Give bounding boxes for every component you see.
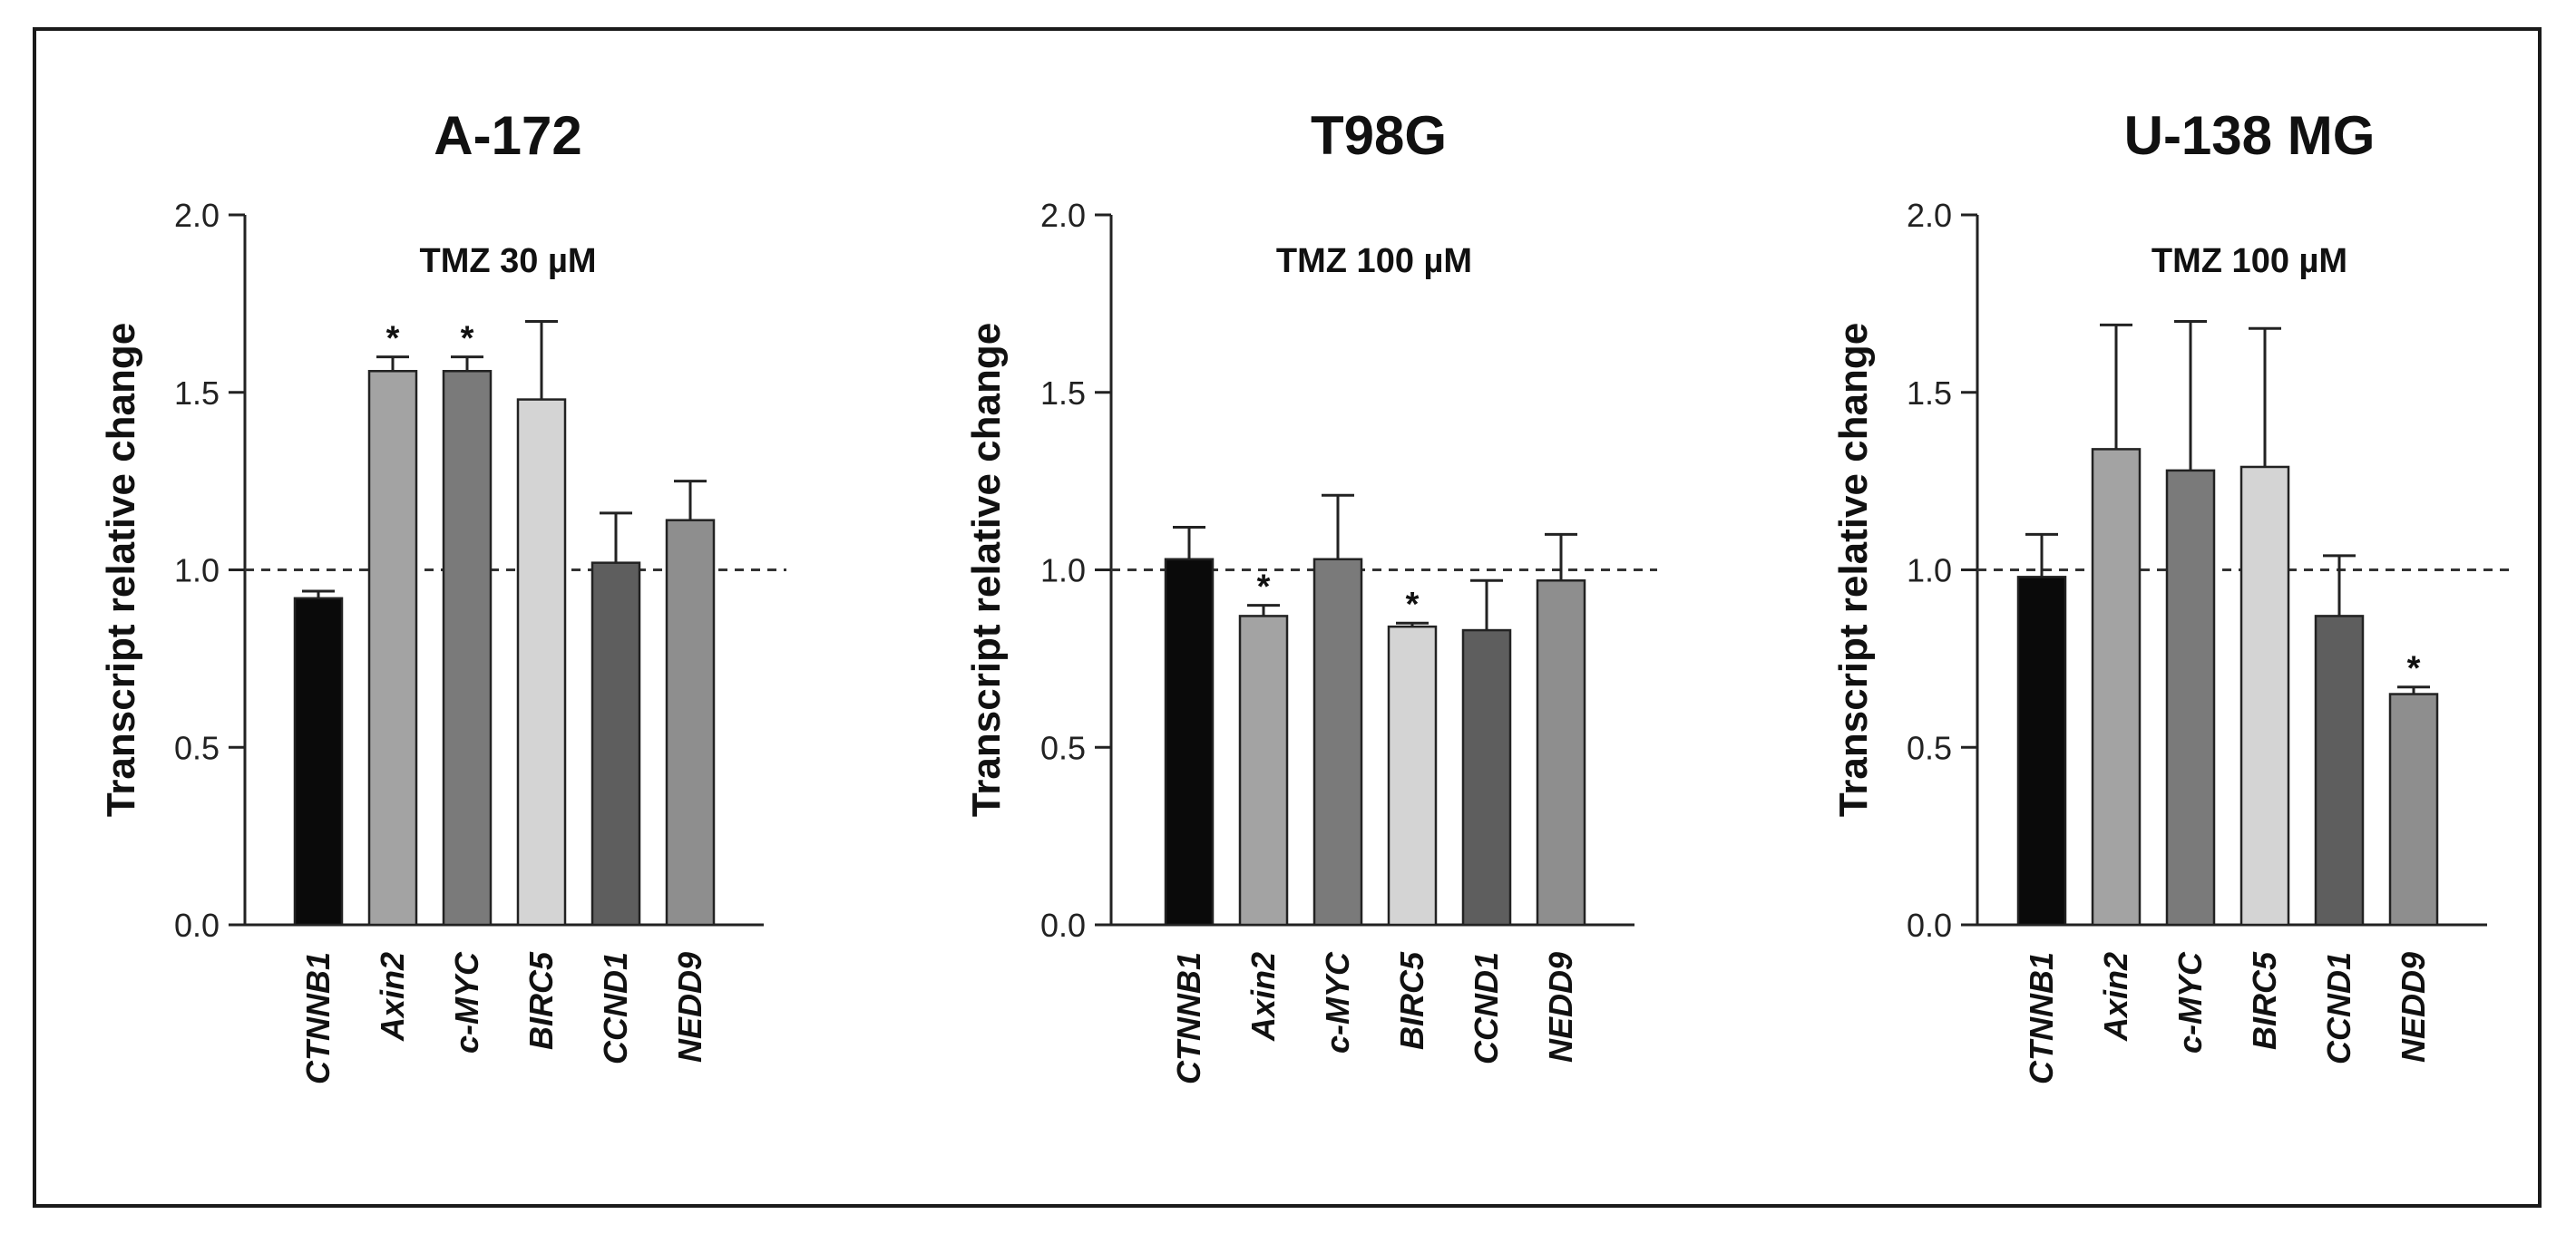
significance-marker: *	[1406, 586, 1420, 624]
x-tick-label: Axin2	[1244, 952, 1282, 1042]
y-tick-label: 0.0	[174, 907, 220, 944]
bar-ctnnb1	[293, 597, 344, 927]
x-tick-label: NEDD9	[1542, 952, 1579, 1063]
bar-c-myc	[442, 370, 493, 927]
x-tick-label: Axin2	[374, 952, 411, 1042]
bar-birc5	[1387, 625, 1438, 927]
y-tick-label: 1.0	[174, 552, 220, 589]
chart-subtitle: TMZ 30 µM	[419, 242, 596, 280]
y-axis-label: Transcript relative change	[99, 323, 143, 817]
chart-title: A-172	[434, 105, 581, 166]
bar-ctnnb1	[1164, 558, 1215, 927]
bar-nedd9	[2388, 693, 2439, 927]
significance-marker: *	[461, 320, 474, 358]
x-tick-label: BIRC5	[2246, 951, 2283, 1050]
y-tick-label: 1.5	[1040, 374, 1086, 412]
bar-axin2	[367, 370, 418, 927]
bar-axin2	[2091, 448, 2142, 927]
y-tick-label: 1.0	[1907, 552, 1952, 589]
x-tick-label: CTNNB1	[299, 952, 337, 1084]
chart-title: T98G	[1311, 105, 1447, 166]
bar-nedd9	[665, 519, 716, 927]
y-tick-label: 2.0	[174, 197, 220, 234]
significance-marker: *	[2407, 650, 2421, 688]
x-tick-label: BIRC5	[1393, 951, 1430, 1050]
bar-ccnd1	[1461, 628, 1512, 927]
x-tick-label: BIRC5	[522, 951, 560, 1050]
y-tick-label: 1.0	[1040, 552, 1086, 589]
y-tick-label: 0.5	[1040, 729, 1086, 766]
x-tick-label: CCND1	[597, 952, 634, 1064]
y-tick-label: 0.5	[174, 729, 220, 766]
significance-marker: *	[1257, 568, 1271, 607]
x-tick-label: CTNNB1	[1170, 952, 1207, 1084]
y-tick-label: 0.0	[1907, 907, 1952, 944]
chart-title: U-138 MG	[2124, 105, 2376, 166]
chart-subtitle: TMZ 100 µM	[1276, 242, 1472, 280]
x-tick-label: NEDD9	[671, 952, 708, 1063]
bar-axin2	[1238, 615, 1289, 927]
y-tick-label: 2.0	[1907, 197, 1952, 234]
bar-birc5	[516, 398, 567, 927]
x-tick-label: c-MYC	[1319, 951, 1356, 1054]
chart-subtitle: TMZ 100 µM	[2152, 242, 2347, 280]
x-tick-label: CCND1	[2320, 952, 2357, 1064]
chart-panel-1: A-172 TMZ 30 µM Transcript relative change…	[99, 105, 786, 1084]
bar-c-myc	[2165, 469, 2216, 927]
y-tick-label: 2.0	[1040, 197, 1086, 234]
y-axis-label: Transcript relative change	[964, 323, 1009, 817]
bar-birc5	[2239, 465, 2290, 927]
x-tick-label: Axin2	[2097, 952, 2134, 1042]
x-tick-label: NEDD9	[2395, 952, 2432, 1063]
y-tick-label: 0.0	[1040, 907, 1086, 944]
chart-panel-3: U-138 MG TMZ 100 µM Transcript relative ch…	[1831, 105, 2510, 1084]
x-tick-label: CCND1	[1468, 952, 1505, 1064]
y-tick-label: 1.5	[1907, 374, 1952, 412]
x-tick-label: c-MYC	[2171, 951, 2209, 1054]
x-tick-label: c-MYC	[448, 951, 485, 1054]
bar-ccnd1	[590, 561, 641, 927]
bar-c-myc	[1312, 558, 1363, 927]
bar-ccnd1	[2314, 615, 2365, 927]
chart-panel-2: T98G TMZ 100 µM Transcript relative change…	[964, 105, 1657, 1084]
y-axis-label: Transcript relative change	[1831, 323, 1876, 817]
y-tick-label: 0.5	[1907, 729, 1952, 766]
bar-ctnnb1	[2016, 576, 2067, 927]
significance-marker: *	[386, 320, 400, 358]
bar-nedd9	[1536, 578, 1586, 927]
x-tick-label: CTNNB1	[2023, 952, 2060, 1084]
y-tick-label: 1.5	[174, 374, 220, 412]
